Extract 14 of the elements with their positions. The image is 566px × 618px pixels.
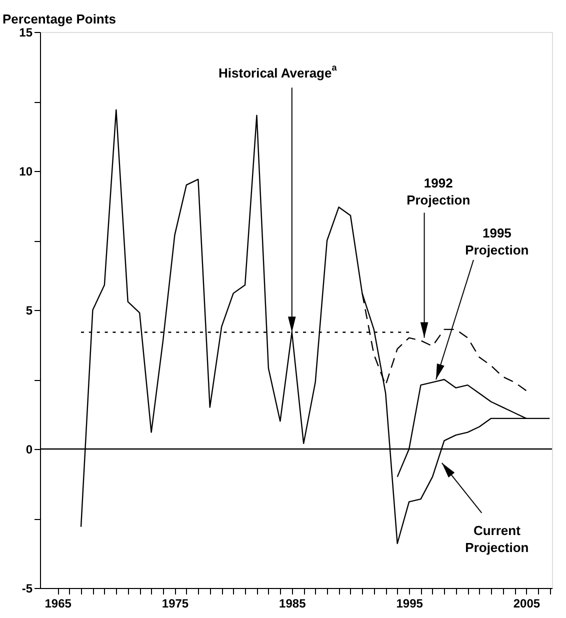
annotation: 1992 Projection (406, 175, 470, 208)
y-tick-label: -5 (22, 582, 33, 596)
x-tick-label: 1975 (162, 596, 189, 610)
annotation: 1995 Projection (465, 226, 529, 258)
x-tick-label: 1995 (396, 596, 424, 610)
y-axis-title: Percentage Points (2, 12, 116, 26)
y-tick-label: 15 (19, 26, 33, 40)
y-tick-label: 10 (19, 164, 33, 178)
x-tick-label: 2005 (513, 596, 540, 610)
y-tick-label: 5 (26, 304, 33, 318)
annotation: Current Projection (465, 522, 529, 555)
x-tick-label: 1965 (44, 596, 72, 610)
y-tick-label: 0 (26, 442, 33, 456)
x-tick-label: 1985 (279, 596, 306, 610)
